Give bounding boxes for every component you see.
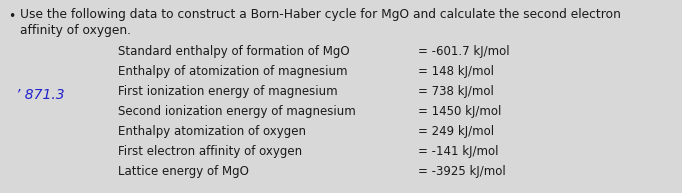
Text: affinity of oxygen.: affinity of oxygen. bbox=[20, 24, 131, 37]
Text: Enthalpy of atomization of magnesium: Enthalpy of atomization of magnesium bbox=[118, 65, 348, 78]
Text: Enthalpy atomization of oxygen: Enthalpy atomization of oxygen bbox=[118, 125, 306, 138]
Text: First ionization energy of magnesium: First ionization energy of magnesium bbox=[118, 85, 338, 98]
Text: = 249 kJ/mol: = 249 kJ/mol bbox=[418, 125, 494, 138]
Text: = 1450 kJ/mol: = 1450 kJ/mol bbox=[418, 105, 501, 118]
Text: = -141 kJ/mol: = -141 kJ/mol bbox=[418, 145, 499, 158]
Text: Lattice energy of MgO: Lattice energy of MgO bbox=[118, 165, 249, 178]
Text: = 738 kJ/mol: = 738 kJ/mol bbox=[418, 85, 494, 98]
Text: •: • bbox=[8, 10, 15, 23]
Text: Second ionization energy of magnesium: Second ionization energy of magnesium bbox=[118, 105, 356, 118]
Text: First electron affinity of oxygen: First electron affinity of oxygen bbox=[118, 145, 302, 158]
Text: ’ 871.3: ’ 871.3 bbox=[16, 88, 65, 102]
Text: = 148 kJ/mol: = 148 kJ/mol bbox=[418, 65, 494, 78]
Text: = -3925 kJ/mol: = -3925 kJ/mol bbox=[418, 165, 506, 178]
Text: Use the following data to construct a Born-Haber cycle for MgO and calculate the: Use the following data to construct a Bo… bbox=[20, 8, 621, 21]
Text: = -601.7 kJ/mol: = -601.7 kJ/mol bbox=[418, 45, 509, 58]
Text: Standard enthalpy of formation of MgO: Standard enthalpy of formation of MgO bbox=[118, 45, 350, 58]
